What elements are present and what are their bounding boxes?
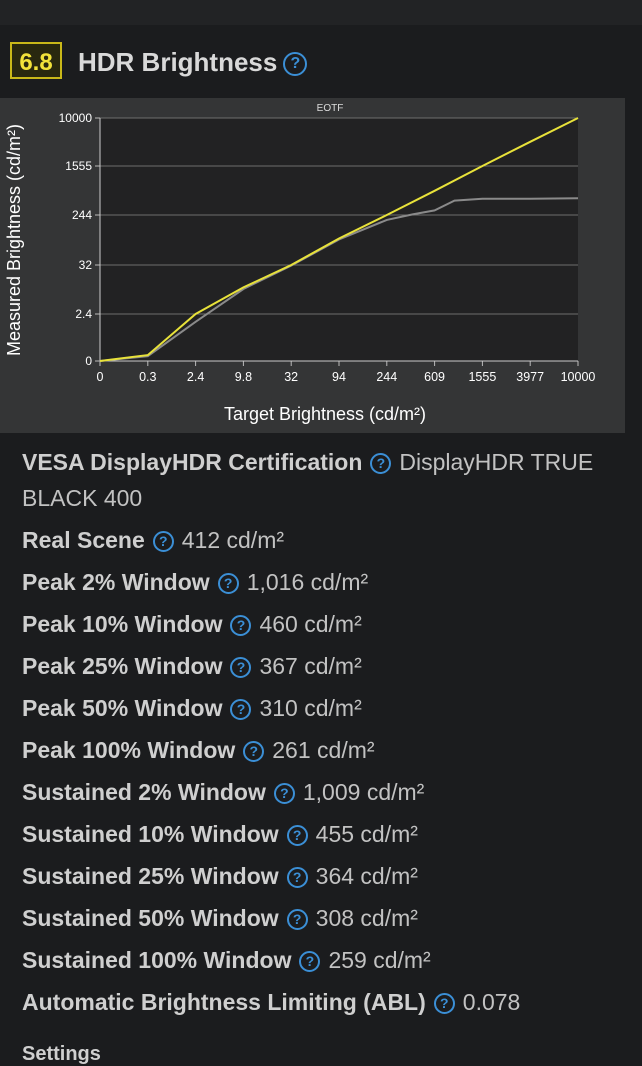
spec-label: Peak 50% Window xyxy=(22,695,223,721)
y-tick-label: 32 xyxy=(79,258,93,272)
help-icon[interactable]: ? xyxy=(286,825,308,846)
top-strip xyxy=(0,0,642,25)
spec-label: Peak 10% Window xyxy=(22,611,223,637)
x-tick-label: 244 xyxy=(376,370,397,384)
x-tick-label: 32 xyxy=(284,370,298,384)
spec-value: 310 cd/m² xyxy=(259,695,362,721)
y-tick-label: 244 xyxy=(72,208,92,222)
y-tick-label: 2.4 xyxy=(75,307,92,321)
help-icon[interactable]: ? xyxy=(286,867,308,888)
spec-row: Sustained 2% Window? 1,009 cd/m² xyxy=(22,771,622,813)
spec-value: DisplayHDR TRUE BLACK 400 xyxy=(22,449,594,511)
settings-heading: Settings xyxy=(22,1043,101,1065)
spec-row: Peak 100% Window? 261 cd/m² xyxy=(22,729,622,771)
spec-value: 261 cd/m² xyxy=(272,737,375,763)
help-icon[interactable]: ? xyxy=(299,951,321,972)
y-tick-label: 0 xyxy=(85,354,92,368)
help-icon[interactable]: ? xyxy=(283,52,308,76)
help-icon[interactable]: ? xyxy=(286,909,308,930)
help-icon[interactable]: ? xyxy=(230,699,252,720)
help-icon[interactable]: ? xyxy=(230,657,252,678)
help-icon[interactable]: ? xyxy=(433,993,455,1014)
help-icon[interactable]: ? xyxy=(370,453,392,474)
x-tick-label: 94 xyxy=(332,370,346,384)
spec-value: 259 cd/m² xyxy=(328,947,431,973)
y-axis-label: Measured Brightness (cd/m²) xyxy=(4,124,24,356)
spec-row: Sustained 50% Window? 308 cd/m² xyxy=(22,897,622,939)
x-tick-label: 0.3 xyxy=(139,370,156,384)
spec-label: Peak 100% Window xyxy=(22,737,236,763)
spec-value: 1,009 cd/m² xyxy=(302,779,425,805)
spec-label: Sustained 25% Window xyxy=(22,863,279,889)
spec-row: Sustained 100% Window? 259 cd/m² xyxy=(22,939,622,981)
spec-label: Sustained 2% Window xyxy=(22,779,266,805)
spec-row: Sustained 25% Window? 364 cd/m² xyxy=(22,855,622,897)
chart-title: EOTF xyxy=(317,103,344,114)
section-header: 6.8 HDR Brightness? xyxy=(0,25,642,98)
measured-line xyxy=(99,197,579,362)
spec-row: Real Scene? 412 cd/m² xyxy=(22,519,622,561)
spec-row: Peak 2% Window? 1,016 cd/m² xyxy=(22,561,622,603)
spec-value: 367 cd/m² xyxy=(259,653,362,679)
spec-label: Sustained 10% Window xyxy=(22,821,279,847)
spec-value: 0.078 xyxy=(462,989,521,1015)
x-tick-label: 1555 xyxy=(468,370,496,384)
x-tick-label: 3977 xyxy=(516,370,544,384)
x-tick-label: 609 xyxy=(424,370,445,384)
help-icon[interactable]: ? xyxy=(273,783,295,804)
help-icon[interactable]: ? xyxy=(230,615,252,636)
eotf-chart-svg: 0 2.4 32 244 1555 10000 0 0.3 2.4 9.8 32 94 244 609 15… xyxy=(4,103,596,424)
eotf-chart: 0 2.4 32 244 1555 10000 0 0.3 2.4 9.8 32 94 244 609 15… xyxy=(0,98,625,433)
spec-label: Real Scene xyxy=(22,527,145,553)
spec-row: Peak 10% Window? 460 cd/m² xyxy=(22,603,622,645)
x-axis-label: Target Brightness (cd/m²) xyxy=(224,404,426,424)
x-tick-label: 2.4 xyxy=(187,370,204,384)
spec-label: Sustained 100% Window xyxy=(22,947,292,973)
spec-label: Peak 25% Window xyxy=(22,653,223,679)
spec-list: VESA DisplayHDR Certification? DisplayHDR… xyxy=(22,441,622,1023)
y-tick-label: 10000 xyxy=(59,111,93,125)
spec-row: Peak 25% Window? 367 cd/m² xyxy=(22,645,622,687)
help-icon[interactable]: ? xyxy=(243,741,265,762)
section-title: HDR Brightness? xyxy=(78,46,308,78)
spec-row: Sustained 10% Window? 455 cd/m² xyxy=(22,813,622,855)
spec-value: 460 cd/m² xyxy=(259,611,362,637)
spec-value: 1,016 cd/m² xyxy=(246,569,369,595)
y-tick-label: 1555 xyxy=(65,159,92,173)
x-tick-label: 10000 xyxy=(561,370,596,384)
spec-label: VESA DisplayHDR Certification xyxy=(22,449,363,475)
help-icon[interactable]: ? xyxy=(217,573,239,594)
x-tick-label: 0 xyxy=(97,370,104,384)
spec-label: Automatic Brightness Limiting (ABL) xyxy=(22,989,426,1015)
spec-label: Sustained 50% Window xyxy=(22,905,279,931)
spec-row: Peak 50% Window? 310 cd/m² xyxy=(22,687,622,729)
spec-row: VESA DisplayHDR Certification? DisplayHDR… xyxy=(22,441,622,519)
target-line xyxy=(99,117,579,362)
spec-label: Peak 2% Window xyxy=(22,569,210,595)
spec-value: 412 cd/m² xyxy=(181,527,285,553)
spec-value: 455 cd/m² xyxy=(315,821,418,847)
spec-value: 364 cd/m² xyxy=(315,863,418,889)
help-icon[interactable]: ? xyxy=(152,531,174,552)
section-title-text: HDR Brightness xyxy=(78,47,278,77)
spec-value: 308 cd/m² xyxy=(315,905,418,931)
spec-row: Automatic Brightness Limiting (ABL)? 0.07… xyxy=(22,981,622,1023)
score-badge: 6.8 xyxy=(10,42,62,79)
x-tick-label: 9.8 xyxy=(235,370,252,384)
